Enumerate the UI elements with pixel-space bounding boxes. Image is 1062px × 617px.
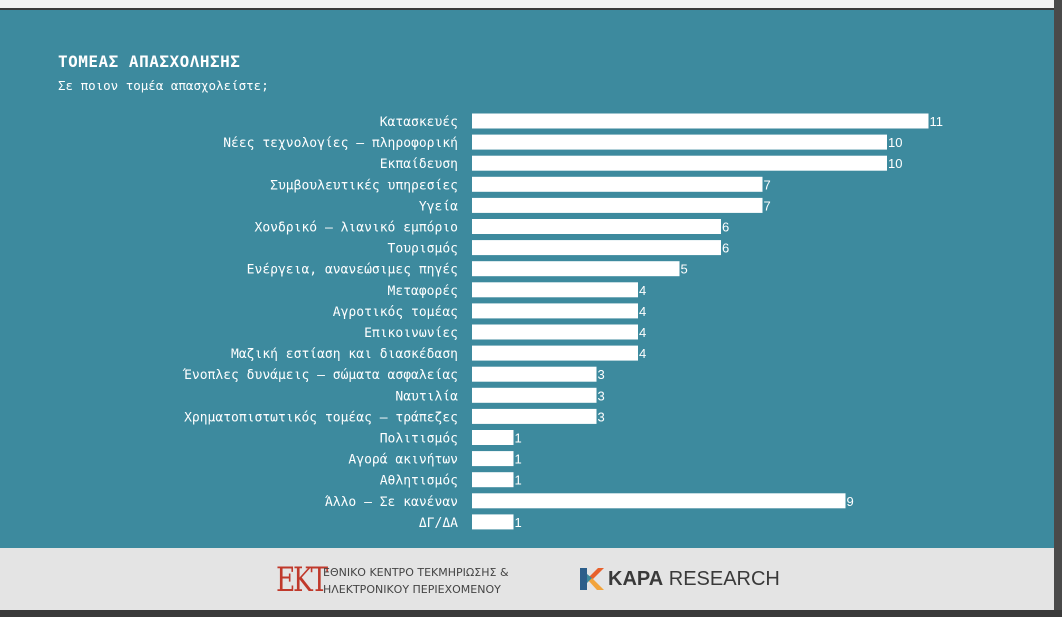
value-label: 1 (515, 431, 522, 446)
category-label: Αθλητισμός (380, 474, 458, 489)
bar (472, 155, 887, 171)
bar (472, 408, 597, 424)
bar (472, 197, 763, 213)
top-strip (0, 0, 1062, 10)
kapa-k-icon (580, 568, 604, 590)
category-label: ΔΓ/ΔΑ (419, 516, 458, 531)
value-label: 10 (888, 135, 902, 150)
category-label: Ναυτιλία (395, 389, 458, 404)
value-label: 7 (764, 198, 771, 213)
category-label: Χονδρικό – λιανικό εμπόριο (255, 221, 459, 236)
category-label: Ένοπλες δυνάμεις – σώματα ασφαλείας (182, 368, 458, 383)
bar (472, 219, 721, 234)
bar (472, 514, 514, 530)
ekt-name-line2: ΗΛΕΚΤΡΟΝΙΚΟΥ ΠΕΡΙΕΧΟΜΕΝΟΥ (323, 583, 501, 596)
value-label: 4 (639, 304, 646, 319)
bar (472, 493, 846, 509)
value-label: 7 (764, 177, 771, 192)
value-label: 4 (639, 325, 646, 340)
category-label: Μαζική εστίαση και διασκέδαση (231, 347, 458, 362)
ekt-name-line1: ΕΘΝΙΚΟ ΚΕΝΤΡΟ ΤΕΚΜΗΡΙΩΣΗΣ & (323, 566, 509, 579)
value-label: 10 (888, 156, 902, 171)
bottom-strip (0, 610, 1062, 617)
value-label: 1 (515, 452, 522, 467)
kapa-word-rest: RESEARCH (663, 568, 780, 590)
bar (472, 366, 597, 382)
value-label: 3 (598, 367, 605, 382)
category-label: Πολιτισμός (380, 432, 458, 447)
category-label: Ενέργεια, ανανεώσιμες πηγές (247, 263, 458, 278)
bar (472, 261, 680, 277)
value-label: 5 (681, 262, 688, 277)
category-label: Επικοινωνίες (364, 326, 458, 341)
category-label: Αγορά ακινήτων (348, 453, 458, 468)
category-label: Χρηματοπιστωτικός τομέας – τράπεζες (184, 410, 458, 425)
category-label: Συμβουλευτικές υπηρεσίες (270, 178, 458, 193)
chart-subtitle: Σε ποιον τομέα απασχολείστε; (58, 78, 269, 93)
footer: ΕΚΤ ΕΘΝΙΚΟ ΚΕΝΤΡΟ ΤΕΚΜΗΡΙΩΣΗΣ & ΗΛΕΚΤΡΟΝ… (0, 548, 1054, 610)
category-label: Τουρισμός (388, 242, 458, 257)
category-label: Υγεία (419, 199, 458, 214)
bar (472, 176, 763, 192)
ekt-name: ΕΘΝΙΚΟ ΚΕΝΤΡΟ ΤΕΚΜΗΡΙΩΣΗΣ & ΗΛΕΚΤΡΟΝΙΚΟΥ… (323, 564, 509, 598)
value-label: 11 (930, 114, 944, 129)
value-label: 1 (515, 473, 522, 488)
value-label: 6 (722, 241, 729, 256)
kapa-word-bold: KAPA (608, 568, 664, 590)
ekt-logo: ΕΚΤ (276, 560, 328, 600)
value-label: 3 (598, 388, 605, 403)
bar (472, 472, 514, 488)
category-label: Εκπαίδευση (380, 157, 458, 172)
bar (472, 282, 638, 298)
value-label: 9 (847, 494, 854, 509)
right-edge (1054, 0, 1062, 617)
category-label: Νέες τεχνολογίες – πληροφορική (223, 136, 458, 151)
category-label: Άλλο – Σε κανέναν (325, 495, 458, 510)
bar (472, 345, 638, 361)
bar (472, 324, 638, 340)
chart-title: ΤΟΜΕΑΣ ΑΠΑΣΧΟΛΗΣΗΣ (58, 52, 241, 71)
value-label: 4 (639, 283, 646, 298)
bar (472, 451, 514, 467)
category-label: Μεταφορές (388, 284, 458, 299)
bar (472, 303, 638, 319)
bar (472, 240, 721, 256)
category-label: Κατασκευές (380, 115, 458, 130)
bar (472, 430, 514, 445)
bar (472, 387, 597, 403)
bar (472, 134, 887, 150)
bar (472, 113, 929, 129)
value-label: 6 (722, 220, 729, 235)
value-label: 3 (598, 409, 605, 424)
category-label: Αγροτικός τομέας (333, 305, 458, 320)
kapa-research-logo: KAPA RESEARCH (608, 567, 780, 591)
value-label: 1 (515, 515, 522, 530)
chart-panel (0, 10, 1054, 548)
value-label: 4 (639, 346, 646, 361)
